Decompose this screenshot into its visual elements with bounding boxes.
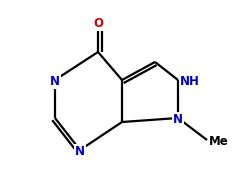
Text: O: O	[93, 17, 103, 30]
Text: NH: NH	[180, 75, 200, 88]
Text: Me: Me	[209, 135, 229, 148]
Text: N: N	[50, 75, 60, 88]
Text: N: N	[75, 145, 85, 158]
Text: N: N	[173, 113, 183, 126]
